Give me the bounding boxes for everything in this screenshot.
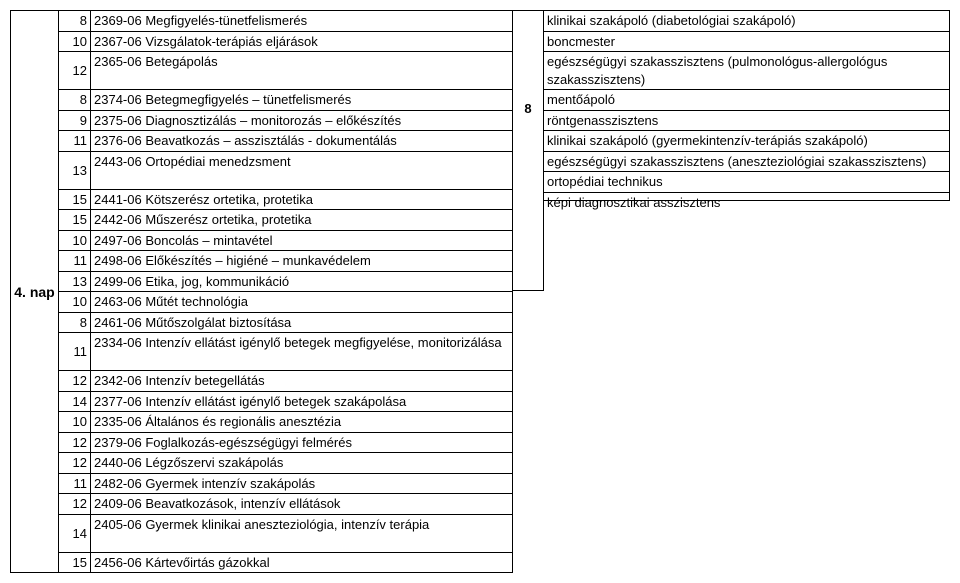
row-code-text: 2443-06 Ortopédiai menedzsment (91, 152, 513, 190)
row-number: 11 (59, 251, 91, 272)
right-cell: röntgenasszisztens (544, 111, 949, 132)
table-row: 102463-06 Műtét technológia (59, 292, 513, 313)
row-code-text: 2461-06 Műtőszolgálat biztosítása (91, 313, 513, 334)
row-number: 14 (59, 515, 91, 553)
row-number: 11 (59, 131, 91, 152)
row-code-text: 2405-06 Gyermek klinikai aneszteziológia… (91, 515, 513, 553)
table-row: 112498-06 Előkészítés – higiéné – munkav… (59, 251, 513, 272)
row-number: 12 (59, 52, 91, 90)
day-label: 4. nap (14, 284, 54, 300)
table-row: 122365-06 Betegápolás (59, 52, 513, 90)
row-code-text: 2499-06 Etika, jog, kommunikáció (91, 272, 513, 293)
middle-number: 8 (524, 101, 531, 116)
table-row: 122342-06 Intenzív betegellátás (59, 371, 513, 392)
row-number: 8 (59, 90, 91, 111)
table-row: 102367-06 Vizsgálatok-terápiás eljárások (59, 32, 513, 53)
right-cell: mentőápoló (544, 90, 949, 111)
row-number: 14 (59, 392, 91, 413)
middle-number-cell: 8 (513, 10, 544, 291)
row-number: 15 (59, 210, 91, 231)
right-rows-container: klinikai szakápoló (diabetológiai szakáp… (544, 11, 949, 212)
row-number: 13 (59, 152, 91, 190)
row-number: 10 (59, 292, 91, 313)
row-number: 12 (59, 494, 91, 515)
row-number: 12 (59, 371, 91, 392)
schedule-table: 4. nap 82369-06 Megfigyelés-tünetfelisme… (10, 10, 950, 573)
table-row: 82461-06 Műtőszolgálat biztosítása (59, 313, 513, 334)
table-row: 82369-06 Megfigyelés-tünetfelismerés (59, 10, 513, 32)
row-number: 9 (59, 111, 91, 132)
table-row: 102335-06 Általános és regionális aneszt… (59, 412, 513, 433)
right-cell: klinikai szakápoló (diabetológiai szakáp… (544, 11, 949, 32)
row-number: 8 (59, 10, 91, 32)
table-row: 142405-06 Gyermek klinikai aneszteziológ… (59, 515, 513, 553)
row-code-text: 2463-06 Műtét technológia (91, 292, 513, 313)
row-number: 10 (59, 231, 91, 252)
row-number: 15 (59, 553, 91, 574)
row-number: 15 (59, 190, 91, 211)
row-number: 10 (59, 32, 91, 53)
row-number: 11 (59, 474, 91, 495)
row-code-text: 2440-06 Légzőszervi szakápolás (91, 453, 513, 474)
row-code-text: 2335-06 Általános és regionális anesztéz… (91, 412, 513, 433)
right-cell: boncmester (544, 32, 949, 53)
right-cell: egészségügyi szakasszisztens (anesztezio… (544, 152, 949, 173)
table-row: 82374-06 Betegmegfigyelés – tünetfelisme… (59, 90, 513, 111)
row-number: 10 (59, 412, 91, 433)
table-row: 112376-06 Beavatkozás – asszisztálás - d… (59, 131, 513, 152)
right-cell: ortopédiai technikus (544, 172, 949, 193)
table-row: 152441-06 Kötszerész ortetika, protetika (59, 190, 513, 211)
row-code-text: 2442-06 Műszerész ortetika, protetika (91, 210, 513, 231)
row-code-text: 2498-06 Előkészítés – higiéné – munkavéd… (91, 251, 513, 272)
row-code-text: 2377-06 Intenzív ellátást igénylő betege… (91, 392, 513, 413)
table-row: 122379-06 Foglalkozás-egészségügyi felmé… (59, 433, 513, 454)
row-code-text: 2334-06 Intenzív ellátást igénylő betege… (91, 333, 513, 371)
table-row: 122440-06 Légzőszervi szakápolás (59, 453, 513, 474)
row-code-text: 2374-06 Betegmegfigyelés – tünetfelismer… (91, 90, 513, 111)
table-row: 142377-06 Intenzív ellátást igénylő bete… (59, 392, 513, 413)
right-cell: képi diagnosztikai asszisztens (544, 193, 949, 213)
table-body: 82369-06 Megfigyelés-tünetfelismerés1023… (59, 10, 950, 573)
row-code-text: 2497-06 Boncolás – mintavétel (91, 231, 513, 252)
right-column: klinikai szakápoló (diabetológiai szakáp… (544, 10, 950, 201)
day-label-cell: 4. nap (10, 10, 59, 573)
row-code-text: 2367-06 Vizsgálatok-terápiás eljárások (91, 32, 513, 53)
row-code-text: 2456-06 Kártevőirtás gázokkal (91, 553, 513, 574)
row-number: 12 (59, 453, 91, 474)
row-code-text: 2441-06 Kötszerész ortetika, protetika (91, 190, 513, 211)
row-code-text: 2369-06 Megfigyelés-tünetfelismerés (91, 10, 513, 32)
table-row: 132443-06 Ortopédiai menedzsment (59, 152, 513, 190)
table-row: 152456-06 Kártevőirtás gázokkal (59, 553, 513, 574)
table-row: 92375-06 Diagnosztizálás – monitorozás –… (59, 111, 513, 132)
row-code-text: 2365-06 Betegápolás (91, 52, 513, 90)
row-code-text: 2409-06 Beavatkozások, intenzív ellátáso… (91, 494, 513, 515)
row-number: 12 (59, 433, 91, 454)
row-number: 8 (59, 313, 91, 334)
table-row: 122409-06 Beavatkozások, intenzív ellátá… (59, 494, 513, 515)
row-number: 13 (59, 272, 91, 293)
row-number: 11 (59, 333, 91, 371)
row-code-text: 2482-06 Gyermek intenzív szakápolás (91, 474, 513, 495)
table-row: 152442-06 Műszerész ortetika, protetika (59, 210, 513, 231)
table-row: 112482-06 Gyermek intenzív szakápolás (59, 474, 513, 495)
table-row: 132499-06 Etika, jog, kommunikáció (59, 272, 513, 293)
left-column-group: 82369-06 Megfigyelés-tünetfelismerés1023… (59, 10, 513, 573)
row-code-text: 2376-06 Beavatkozás – asszisztálás - dok… (91, 131, 513, 152)
row-code-text: 2379-06 Foglalkozás-egészségügyi felméré… (91, 433, 513, 454)
table-row: 102497-06 Boncolás – mintavétel (59, 231, 513, 252)
right-cell: klinikai szakápoló (gyermekintenzív-terá… (544, 131, 949, 152)
table-row: 112334-06 Intenzív ellátást igénylő bete… (59, 333, 513, 371)
row-code-text: 2342-06 Intenzív betegellátás (91, 371, 513, 392)
row-code-text: 2375-06 Diagnosztizálás – monitorozás – … (91, 111, 513, 132)
right-cell: egészségügyi szakasszisztens (pulmonológ… (544, 52, 949, 90)
